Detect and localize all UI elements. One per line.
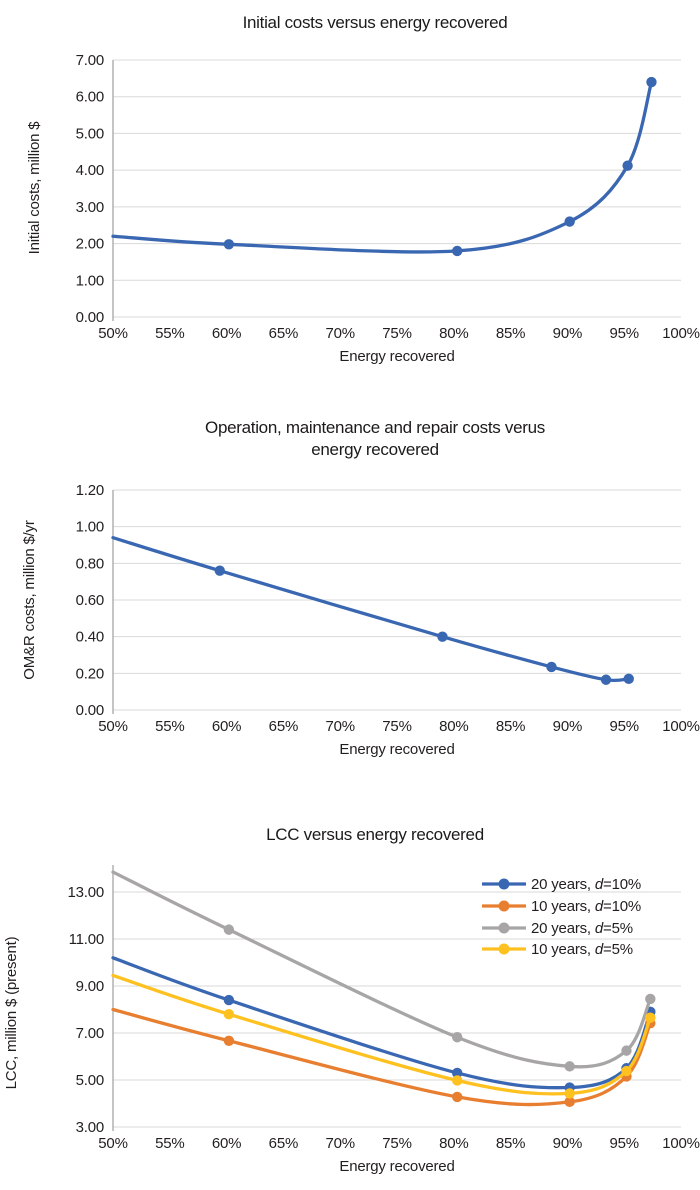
x-tick-label: 60% xyxy=(212,1135,241,1152)
legend-label: 10 years, d=5% xyxy=(531,941,633,958)
y-tick-label: 5.00 xyxy=(76,125,104,142)
legend-swatch-marker xyxy=(498,900,510,912)
y-tick-label: 11.00 xyxy=(69,931,104,948)
data-point-marker xyxy=(223,994,235,1006)
data-point-marker xyxy=(214,565,225,576)
data-point-marker xyxy=(223,1035,235,1046)
data-point-marker xyxy=(546,661,557,673)
y-tick-label: 6.00 xyxy=(76,89,104,106)
legend-label: 20 years, d=5% xyxy=(531,920,633,937)
x-axis-title: Energy recovered xyxy=(339,741,454,758)
x-tick-label: 90% xyxy=(553,1135,582,1152)
y-tick-label: 13.00 xyxy=(67,884,104,901)
x-tick-label: 70% xyxy=(325,325,354,342)
x-tick-label: 80% xyxy=(439,718,468,735)
y-tick-label: 2.00 xyxy=(76,236,104,253)
data-point-marker xyxy=(452,1075,463,1086)
data-point-marker xyxy=(452,1067,463,1079)
y-tick-label: 7.00 xyxy=(76,1025,104,1042)
x-tick-label: 90% xyxy=(553,718,582,735)
x-tick-label: 95% xyxy=(609,1135,638,1152)
legend-label: 20 years, d=10% xyxy=(531,876,641,893)
x-tick-label: 100% xyxy=(662,1135,700,1152)
x-tick-label: 70% xyxy=(325,1135,354,1152)
y-tick-label: 7.00 xyxy=(76,52,104,69)
legend-swatch-marker xyxy=(498,878,510,890)
data-point-marker xyxy=(621,1045,632,1056)
data-point-marker xyxy=(646,76,657,88)
data-point-marker xyxy=(452,245,463,257)
data-point-marker xyxy=(564,1061,575,1072)
x-tick-label: 60% xyxy=(212,325,241,342)
y-tick-label: 1.20 xyxy=(76,482,104,499)
legend-swatch-marker xyxy=(498,943,510,955)
x-tick-label: 85% xyxy=(496,325,525,342)
chart3-title: LCC versus energy recovered xyxy=(266,825,484,844)
x-tick-label: 65% xyxy=(269,325,298,342)
y-tick-label: 3.00 xyxy=(76,199,104,216)
data-point-marker xyxy=(623,673,634,685)
x-tick-label: 100% xyxy=(662,718,700,735)
x-tick-label: 80% xyxy=(439,325,468,342)
x-tick-label: 75% xyxy=(382,325,411,342)
y-tick-label: 0.60 xyxy=(76,592,104,609)
x-tick-label: 50% xyxy=(98,1135,127,1152)
x-tick-label: 60% xyxy=(212,718,241,735)
data-point-marker xyxy=(223,239,235,250)
x-tick-label: 95% xyxy=(609,718,638,735)
x-tick-label: 75% xyxy=(382,1135,411,1152)
x-tick-label: 55% xyxy=(155,325,184,342)
y-tick-label: 0.40 xyxy=(76,629,104,646)
data-point-marker xyxy=(223,1009,235,1020)
x-tick-label: 100% xyxy=(662,325,700,342)
x-tick-label: 75% xyxy=(382,718,411,735)
x-axis-title: Energy recovered xyxy=(339,1158,454,1175)
y-tick-label: 4.00 xyxy=(76,162,104,179)
series-line xyxy=(111,536,631,683)
data-point-marker xyxy=(622,160,633,171)
x-tick-label: 55% xyxy=(155,1135,184,1152)
x-axis-title: Energy recovered xyxy=(339,348,454,365)
chart2-title: Operation, maintenance and repair costs … xyxy=(205,418,545,459)
data-point-marker xyxy=(437,631,448,642)
x-tick-label: 50% xyxy=(98,325,127,342)
data-point-marker xyxy=(621,1065,632,1077)
data-point-marker xyxy=(223,924,235,935)
data-point-marker xyxy=(564,216,575,227)
data-point-marker xyxy=(452,1091,463,1103)
x-tick-label: 95% xyxy=(609,325,638,342)
y-tick-label: 0.20 xyxy=(76,665,104,682)
data-point-marker xyxy=(600,674,612,685)
y-tick-label: 0.80 xyxy=(76,555,104,572)
legend-swatch-marker xyxy=(498,922,510,934)
x-tick-label: 65% xyxy=(269,718,298,735)
y-tick-label: 9.00 xyxy=(76,978,104,995)
data-point-marker xyxy=(645,993,656,1005)
legend-label: 10 years, d=10% xyxy=(531,898,641,915)
x-tick-label: 65% xyxy=(269,1135,298,1152)
series-line xyxy=(111,973,652,1096)
y-tick-label: 5.00 xyxy=(76,1072,104,1089)
data-point-marker xyxy=(564,1096,575,1108)
y-tick-label: 3.00 xyxy=(76,1119,104,1136)
y-tick-label: 1.00 xyxy=(76,519,104,536)
x-tick-label: 55% xyxy=(155,718,184,735)
chart1-title: Initial costs versus energy recovered xyxy=(242,13,508,32)
data-point-marker xyxy=(564,1088,575,1099)
x-tick-label: 50% xyxy=(98,718,127,735)
x-tick-label: 80% xyxy=(439,1135,468,1152)
y-tick-label: 0.00 xyxy=(76,309,104,326)
y-tick-label: 1.00 xyxy=(76,272,104,289)
data-point-marker xyxy=(645,1012,656,1023)
x-tick-label: 70% xyxy=(325,718,354,735)
x-tick-label: 85% xyxy=(496,1135,525,1152)
data-point-marker xyxy=(452,1032,463,1043)
y-tick-label: 0.00 xyxy=(76,702,104,719)
x-tick-label: 90% xyxy=(553,325,582,342)
x-tick-label: 85% xyxy=(496,718,525,735)
